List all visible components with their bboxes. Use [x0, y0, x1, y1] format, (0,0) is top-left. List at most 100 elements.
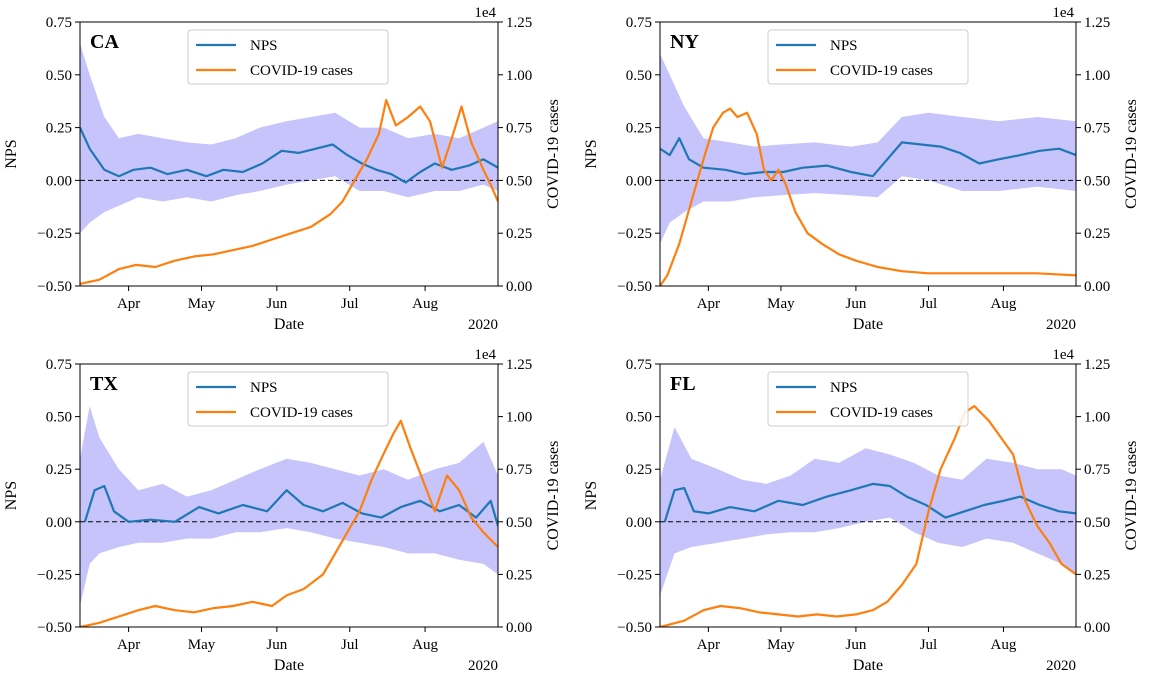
y-tick-label: 0.75: [626, 15, 652, 31]
y2-axis-title: COVID-19 cases: [545, 441, 562, 551]
x-tick-label: Jul: [341, 296, 359, 312]
panel-tx: −0.50 −0.25 0.00 0.25 0.50 0.75 0.00 0.25 0.50 0.…: [3, 347, 562, 674]
legend-label-cases: COVID-19 cases: [250, 405, 353, 421]
plot-frame: [79, 21, 499, 287]
x-tick-label: Jun: [845, 296, 866, 312]
y2-tick-label: 0.50: [1084, 515, 1110, 531]
y2-scale-label: 1e4: [474, 347, 496, 363]
nps-line: [83, 484, 498, 527]
x-axis-title: Date: [274, 657, 304, 674]
nps-confidence-band: [660, 53, 1076, 244]
y2-tick-label: 1.00: [506, 410, 532, 426]
panel-title: CA: [90, 31, 119, 53]
y2-tick-label: 0.25: [506, 567, 532, 583]
y-tick-label: −0.50: [617, 620, 652, 636]
x-tick-label: Jul: [920, 296, 938, 312]
x-axis-title: Date: [274, 316, 304, 333]
y2-axis-title: COVID-19 cases: [1123, 99, 1140, 209]
legend: NPS COVID-19 cases: [187, 29, 389, 85]
y2-tick-label: 0.50: [1084, 173, 1110, 189]
y2-scale-label: 1e4: [474, 5, 496, 21]
y2-scale-label: 1e4: [1052, 347, 1074, 363]
y-tick-label: 0.00: [46, 515, 72, 531]
y-tick-label: 0.00: [46, 173, 72, 189]
x-tick-label: Jul: [920, 637, 938, 653]
y-tick-label: −0.25: [617, 567, 652, 583]
x-tick-label: Aug: [412, 296, 438, 312]
x-tick-label: Apr: [697, 296, 720, 312]
y-tick-label: 0.25: [626, 121, 652, 137]
x-tick-label: May: [767, 296, 795, 312]
y-tick-label: −0.25: [617, 226, 652, 242]
y2-tick-label: 0.75: [506, 121, 532, 137]
x-tick-label: Apr: [697, 637, 720, 653]
y2-tick-label: 0.00: [506, 279, 532, 295]
legend-box: [767, 371, 969, 427]
y-tick-label: 0.25: [46, 462, 72, 478]
legend: NPS COVID-19 cases: [767, 371, 969, 427]
y2-tick-label: 0.25: [506, 226, 532, 242]
x-offset-label: 2020: [468, 658, 498, 674]
covid-cases-line: [80, 99, 498, 285]
y2-tick-label: 0.25: [1084, 567, 1110, 583]
panel-ny: −0.50 −0.25 0.00 0.25 0.50 0.75 0.00 0.25 0.50 0.…: [583, 5, 1140, 333]
y-tick-label: 0.75: [46, 15, 72, 31]
y-tick-label: 0.00: [626, 173, 652, 189]
y-tick-label: 0.25: [46, 121, 72, 137]
y2-tick-label: 1.00: [506, 68, 532, 84]
legend: NPS COVID-19 cases: [767, 29, 969, 85]
y-tick-label: 0.00: [626, 515, 652, 531]
y2-tick-label: 1.00: [1084, 410, 1110, 426]
x-tick-label: Jul: [341, 637, 359, 653]
y-tick-label: 0.25: [626, 462, 652, 478]
y-axis-title: NPS: [583, 139, 600, 168]
plot-frame: [659, 21, 1077, 287]
y-tick-label: −0.25: [37, 567, 72, 583]
legend-label-nps: NPS: [830, 380, 858, 396]
y-tick-label: 0.50: [46, 410, 72, 426]
y2-tick-label: 1.25: [1084, 15, 1110, 31]
x-tick-label: May: [188, 296, 216, 312]
panel-title: FL: [670, 373, 696, 395]
x-tick-label: Aug: [991, 637, 1017, 653]
legend-label-cases: COVID-19 cases: [250, 63, 353, 79]
x-tick-label: May: [767, 637, 795, 653]
y2-tick-label: 0.25: [1084, 226, 1110, 242]
x-tick-label: Aug: [991, 296, 1017, 312]
x-offset-label: 2020: [468, 317, 498, 333]
x-tick-label: May: [188, 637, 216, 653]
y-tick-label: −0.50: [617, 279, 652, 295]
y2-axis-title: COVID-19 cases: [545, 99, 562, 209]
y2-scale-label: 1e4: [1052, 5, 1074, 21]
legend-label-nps: NPS: [250, 38, 278, 54]
x-tick-label: Apr: [117, 296, 140, 312]
y-tick-label: −0.25: [37, 226, 72, 242]
covid-cases-line: [660, 107, 1076, 286]
y2-axis-title: COVID-19 cases: [1123, 441, 1140, 551]
y2-tick-label: 1.00: [1084, 68, 1110, 84]
covid-cases-line: [660, 405, 1076, 627]
y-tick-label: 0.50: [626, 68, 652, 84]
panel-ca: −0.50 −0.25 0.00 0.25 0.50 0.75 0.00 0.25 0.50 0.…: [3, 5, 562, 333]
y2-tick-label: 0.75: [1084, 121, 1110, 137]
legend-box: [187, 29, 389, 85]
panel-title: TX: [90, 373, 118, 395]
covid-cases-line: [80, 419, 498, 627]
y2-tick-label: 0.50: [506, 173, 532, 189]
legend: NPS COVID-19 cases: [187, 371, 389, 427]
panel-title: NY: [670, 31, 699, 53]
y2-tick-label: 0.50: [506, 515, 532, 531]
panel-fl: −0.50 −0.25 0.00 0.25 0.50 0.75 0.00 0.25 0.50 0.…: [583, 347, 1140, 674]
y2-tick-label: 0.00: [1084, 279, 1110, 295]
legend-label-cases: COVID-19 cases: [830, 63, 933, 79]
x-tick-label: Aug: [412, 637, 438, 653]
nps-confidence-band: [80, 43, 498, 234]
legend-label-nps: NPS: [830, 38, 858, 54]
y2-tick-label: 1.25: [506, 357, 532, 373]
legend-box: [187, 371, 389, 427]
nps-line: [663, 482, 1076, 523]
y-tick-label: −0.50: [37, 620, 72, 636]
plot-frame: [659, 363, 1077, 628]
y-tick-label: 0.75: [626, 357, 652, 373]
